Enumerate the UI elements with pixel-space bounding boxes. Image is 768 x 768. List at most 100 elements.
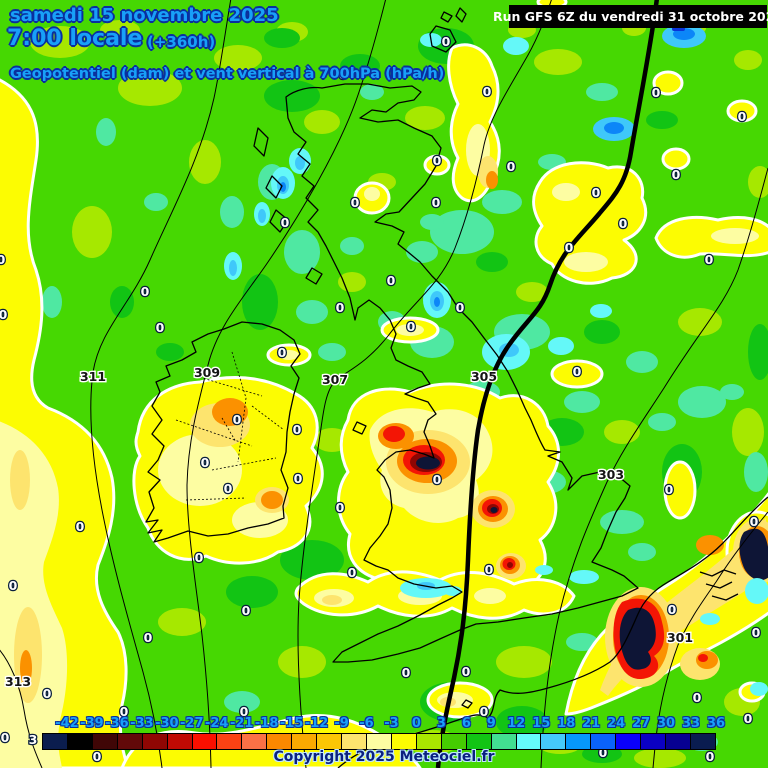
vertical-velocity-zero-label: 0 xyxy=(433,472,442,487)
color-scale-cell xyxy=(141,734,167,749)
geopotential-value-label: 305 xyxy=(471,369,497,384)
vertical-velocity-zero-label: 0 xyxy=(195,550,204,565)
color-scale-tick: 36 xyxy=(706,716,726,731)
vertical-velocity-zero-label: 0 xyxy=(0,307,8,322)
color-scale-tick: -39 xyxy=(80,716,104,731)
color-scale-tick: -33 xyxy=(130,716,154,731)
color-scale-tick: 21 xyxy=(582,716,601,731)
vertical-velocity-zero-label: 0 xyxy=(693,690,702,705)
color-scale-cell xyxy=(116,734,142,749)
vertical-velocity-zero-label: 0 xyxy=(141,284,150,299)
region-borders xyxy=(175,351,285,501)
vertical-velocity-zero-label: 0 xyxy=(9,578,18,593)
model-run-banner: Run GFS 6Z du vendredi 31 octobre 2025 xyxy=(493,5,768,28)
vertical-velocity-zero-label: 0 xyxy=(144,630,153,645)
isoline-311 xyxy=(90,0,232,768)
vertical-velocity-zero-label: 0 xyxy=(442,34,451,49)
coastlines xyxy=(145,7,768,768)
color-scale-tick: -3 xyxy=(384,716,399,731)
color-scale-cell xyxy=(91,734,117,749)
vertical-velocity-zero-label: 0 xyxy=(348,565,357,580)
color-scale-tick: 6 xyxy=(461,716,471,731)
vertical-velocity-zero-label: 0 xyxy=(750,514,759,529)
vertical-velocity-zero-label: 0 xyxy=(278,345,287,360)
color-scale-cell xyxy=(590,734,616,749)
color-scale-tick: 0 xyxy=(411,716,421,731)
color-scale-cell xyxy=(465,734,491,749)
color-scale-tick: 24 xyxy=(607,716,626,731)
vertical-velocity-zero-label: 0 xyxy=(738,109,747,124)
vertical-velocity-zero-label: 0 xyxy=(1,730,10,745)
vertical-velocity-zero-label: 0 xyxy=(462,664,471,679)
map-labels: 0 0 0 0 0 0 0 0 0 0 0 0 0 0 0 0 0 0 0 0 0 0 0 0 0 0 0 0 0 0 0 0 0 0 0 0 0 0 0 0… xyxy=(0,33,762,766)
color-scale-tick: -6 xyxy=(359,716,374,731)
vertical-velocity-zero-label: 0 xyxy=(201,455,210,470)
geopotential-value-label: 311 xyxy=(80,369,106,384)
vertical-velocity-zero-label: 0 xyxy=(599,745,608,760)
vertical-velocity-zero-label: 0 xyxy=(0,252,6,267)
color-scale-tick: -30 xyxy=(155,716,179,731)
color-scale-bar xyxy=(42,733,716,750)
vertical-velocity-zero-label: 0 xyxy=(744,711,753,726)
color-scale-tick: -36 xyxy=(105,716,129,731)
color-scale-tick: -9 xyxy=(334,716,349,731)
color-scale-tick: -15 xyxy=(279,716,304,731)
color-scale-cell xyxy=(216,734,242,749)
isoline-303 xyxy=(540,167,768,768)
color-scale-cell xyxy=(565,734,591,749)
vertical-velocity-zero-label: 0 xyxy=(43,686,52,701)
vertical-velocity-zero-label: 0 xyxy=(120,704,129,719)
isoline-305-thick xyxy=(435,0,660,768)
vertical-velocity-zero-label: 0 xyxy=(233,412,242,427)
vertical-velocity-zero-label: 0 xyxy=(294,471,303,486)
color-scale-cell xyxy=(490,734,516,749)
date-label: samedi 15 novembre 2025 xyxy=(10,5,279,26)
color-scale-cell xyxy=(390,734,416,749)
color-scale-tick: 33 xyxy=(681,716,701,731)
color-scale-tick: -42 xyxy=(55,716,79,731)
vertical-velocity-zero-label: 0 xyxy=(387,273,396,288)
vertical-velocity-zero-label: 0 xyxy=(706,749,715,764)
vertical-velocity-zero-label: 0 xyxy=(433,153,442,168)
color-scale-tick: -18 xyxy=(254,716,279,731)
vertical-velocity-zero-label: 0 xyxy=(565,240,574,255)
vertical-velocity-zero-label: 0 xyxy=(339,67,348,82)
color-scale-tick: -12 xyxy=(304,716,329,731)
vertical-velocity-zero-label: 0 xyxy=(456,300,465,315)
vertical-velocity-zero-label: 0 xyxy=(281,215,290,230)
color-scale-cell xyxy=(365,734,391,749)
vertical-velocity-zero-label: 0 xyxy=(336,300,345,315)
color-scale-cell xyxy=(689,734,715,749)
vertical-velocity-zero-label: 0 xyxy=(483,84,492,99)
vertical-velocity-zero-label: 0 xyxy=(432,195,441,210)
vertical-velocity-zero-label: 0 xyxy=(507,159,516,174)
color-scale-tick: 30 xyxy=(657,716,676,731)
color-scale-tick: -24 xyxy=(204,716,229,731)
vertical-velocity-zero-label: 0 xyxy=(672,167,681,182)
vertical-velocity-zero-label: 0 xyxy=(752,625,761,640)
vertical-velocity-zero-label: 0 xyxy=(485,562,494,577)
geopotential-value-label: 303 xyxy=(598,467,624,482)
color-scale-cell xyxy=(440,734,466,749)
vertical-velocity-zero-label: 0 xyxy=(351,195,360,210)
geopotential-value-label: 301 xyxy=(667,630,693,645)
vertical-velocity-zero-label: 0 xyxy=(156,320,165,335)
color-scale-tick: 27 xyxy=(632,716,651,731)
isoline-313 xyxy=(0,649,43,768)
color-scale-tick: -27 xyxy=(180,716,204,731)
color-scale-cell xyxy=(166,734,192,749)
copyright-label: Copyright 2025 Meteociel.fr xyxy=(273,749,495,765)
color-scale-cell xyxy=(291,734,317,749)
time-label: 7:00 locale xyxy=(7,26,143,51)
isoline-307 xyxy=(297,0,552,768)
vertical-velocity-zero-label: 0 xyxy=(336,500,345,515)
color-scale-cell xyxy=(316,734,342,749)
vertical-velocity-zero-label: 0 xyxy=(242,603,251,618)
color-scale-cell xyxy=(191,734,217,749)
color-scale-cell xyxy=(615,734,641,749)
color-scale-tick: 18 xyxy=(557,716,576,731)
vertical-velocity-zero-label: 0 xyxy=(240,704,249,719)
